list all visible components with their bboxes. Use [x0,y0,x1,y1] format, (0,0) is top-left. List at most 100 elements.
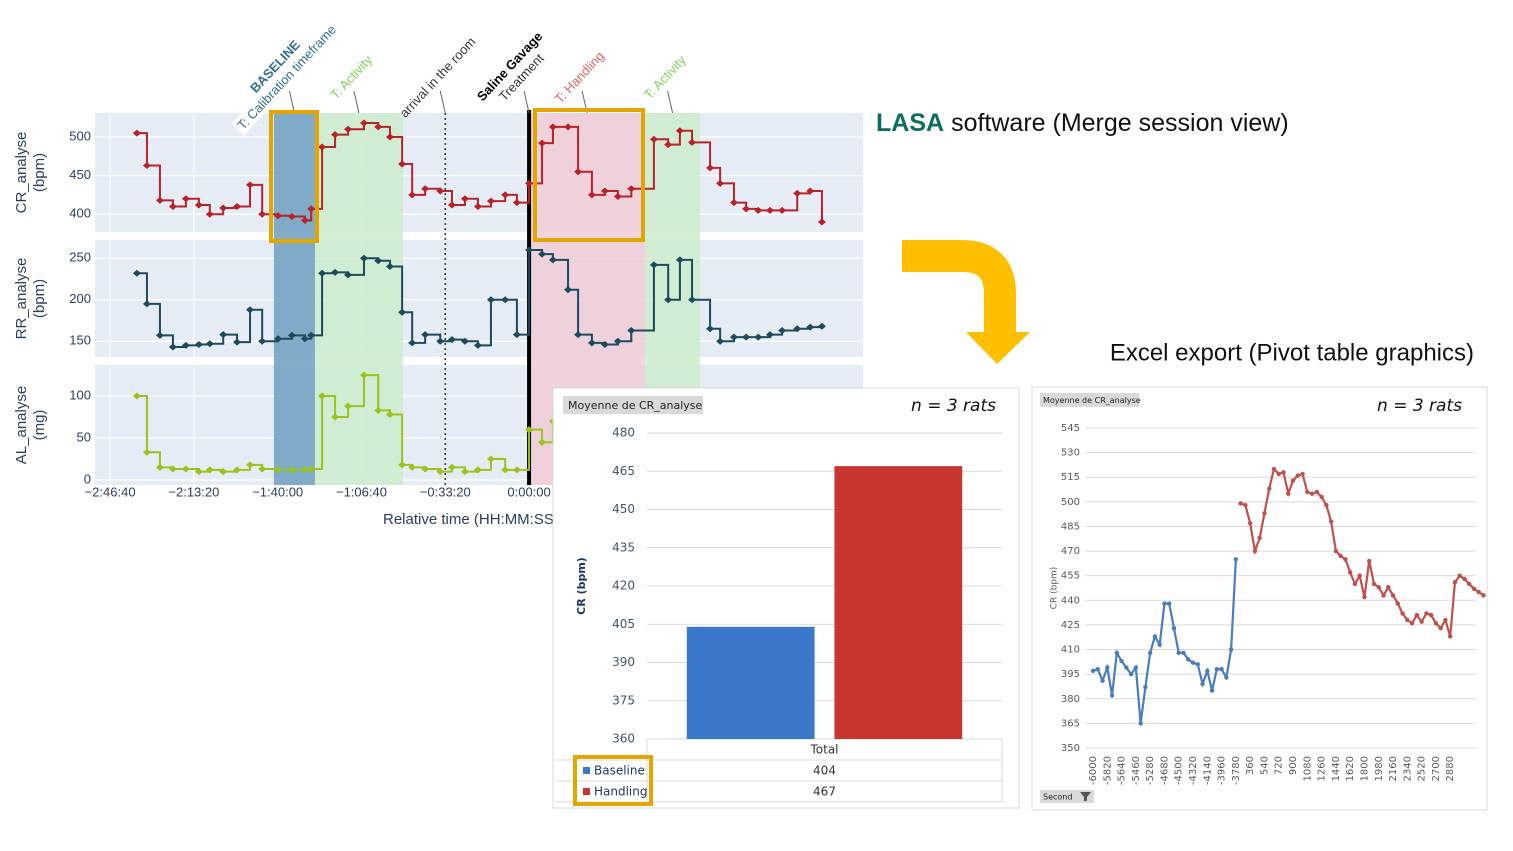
y-tick-label: 420 [612,579,635,593]
point [1481,593,1486,598]
point [287,213,296,221]
point [168,465,177,473]
point [233,338,242,346]
point [1143,685,1148,690]
highlight-box [269,110,319,243]
point [1228,647,1234,652]
point [817,218,826,226]
x-tick-label: 540 [1259,756,1270,775]
point [233,466,242,474]
y-tick-label: 360 [612,732,635,746]
point [307,465,316,473]
point [1352,581,1358,587]
point [421,465,430,473]
point [359,119,368,127]
chart-note: n = 3 rats [911,396,996,416]
point [258,465,267,473]
x-tick-label: 1080 [1302,756,1313,781]
point [1209,688,1215,693]
point [1262,511,1267,516]
legend-swatch [583,767,590,774]
point [1381,593,1386,598]
point [318,392,327,400]
point [132,269,141,277]
x-tick-label: Total [809,743,838,757]
point [1186,657,1191,662]
point [1214,667,1220,672]
x-tick-label: -5460 [1131,756,1142,785]
x-tick-label: −1:40:00 [252,484,303,499]
point [307,205,316,213]
x-axis-label: Relative time (HH:MM:SS) [383,511,559,528]
point [613,337,622,345]
point [219,331,228,339]
point [600,341,609,349]
point [219,468,228,476]
point [1328,519,1334,524]
point [398,160,407,168]
point [1295,473,1300,478]
y-tick-label: 150 [69,333,91,348]
bar [834,466,963,739]
point [1476,589,1481,595]
y-tick-label: 375 [612,693,635,707]
point [1414,612,1420,618]
point [246,306,255,314]
x-tick-label: 1260 [1317,756,1328,781]
point [1162,601,1167,606]
title-chip [563,396,703,414]
point [194,468,203,476]
annotation-text: T: Activity [641,52,689,102]
point [1152,634,1158,639]
point [1400,611,1405,616]
point [1409,621,1415,626]
point [421,185,430,193]
point [1428,612,1434,618]
point [1395,601,1401,606]
point [1362,594,1367,600]
point [1252,548,1258,554]
y-axis-label: AL_analyse [13,386,30,464]
x-tick-label: 2700 [1431,756,1442,781]
y-tick-label: 365 [1061,718,1080,729]
point [525,179,534,187]
y-tick-label: 425 [1061,620,1080,631]
point [778,206,787,214]
region [314,113,403,485]
legend-swatch [583,788,590,795]
point [1467,581,1472,587]
point [564,286,573,294]
point [1367,558,1372,564]
x-tick-label: −2:13:20 [168,484,219,499]
y-axis-label: (mg) [31,410,48,441]
point [181,341,190,349]
point [501,191,510,199]
point [447,201,456,209]
point [331,413,340,421]
point [688,138,697,146]
point [385,133,394,141]
x-tick-label: 720 [1274,756,1285,775]
x-tick-label: 1620 [1345,756,1356,781]
point [205,210,214,218]
y-tick-label: 455 [1061,571,1080,582]
point [742,205,751,213]
point [675,256,684,264]
point [525,426,534,434]
y-tick-label: 435 [612,540,635,554]
point [1147,650,1153,656]
excel-heading: Excel export (Pivot table graphics) [1110,339,1474,366]
point [1271,466,1277,472]
brand: LASA [876,109,944,137]
y-tick-label: 0 [84,471,91,486]
x-tick-label: −1:06:40 [336,484,387,499]
point [181,195,190,203]
point [300,335,309,343]
point [1190,660,1196,665]
y-axis-label: (bpm) [31,153,48,192]
point [1371,581,1377,587]
arrow-body [902,240,1016,334]
point [274,335,283,343]
annotation-leader [353,90,360,114]
